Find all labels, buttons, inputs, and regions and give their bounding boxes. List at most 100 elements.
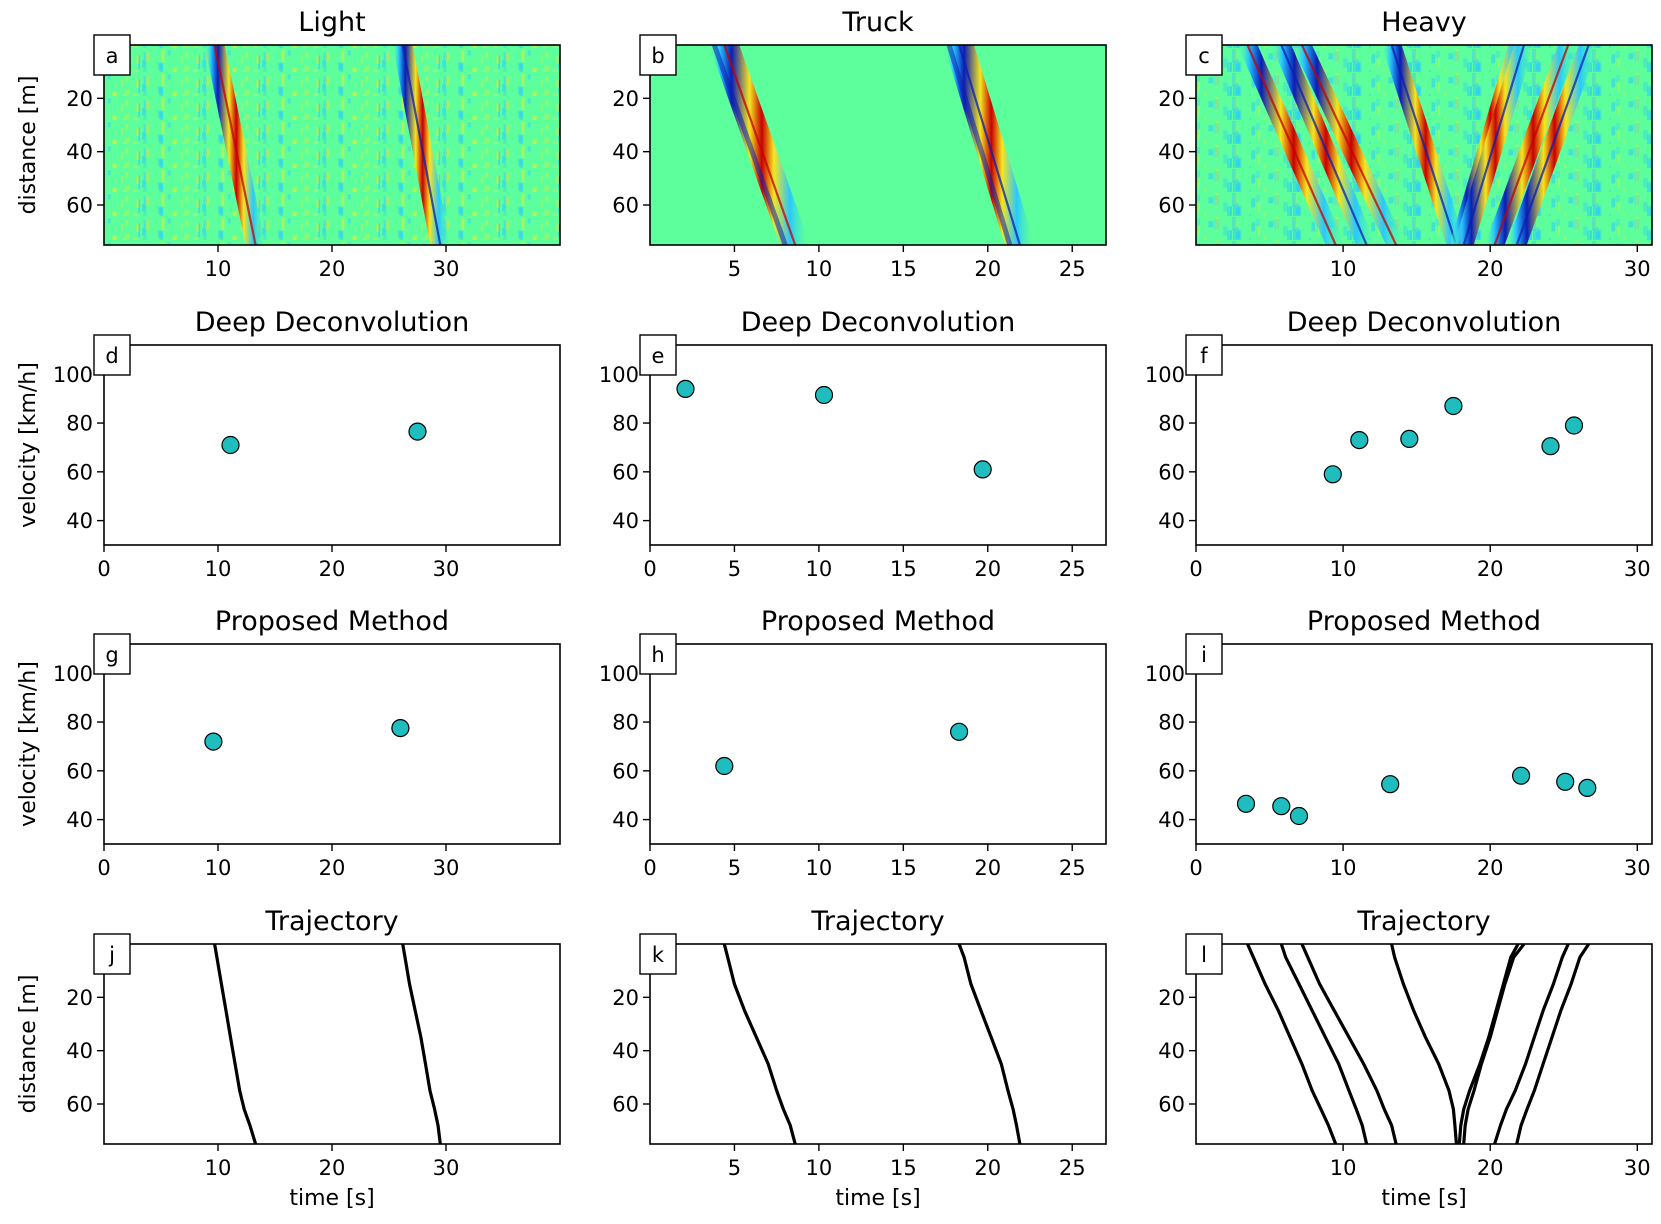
axes-frame: [1195, 643, 1653, 845]
wave-trough: [946, 45, 1013, 245]
y-tick-label: 40: [66, 140, 93, 164]
panel-letter: d: [105, 344, 118, 368]
x-axis-label: time [s]: [835, 1186, 920, 1211]
panel-title: Trajectory: [810, 906, 944, 937]
y-tick-label: 40: [612, 140, 639, 164]
panel-letter: e: [652, 344, 665, 368]
x-tick-label: 20: [974, 1156, 1001, 1180]
panel-letter-box: [639, 34, 677, 76]
heatmap-noise: [104, 45, 560, 245]
plot-area: [1196, 345, 1652, 545]
plot-area: [1196, 944, 1652, 1144]
panel-letter: a: [106, 44, 119, 68]
y-tick-label: 20: [66, 87, 93, 111]
x-axis-label: time [s]: [289, 1186, 374, 1211]
x-tick-label: 10: [1330, 257, 1357, 281]
panel-letter-box: [1185, 334, 1223, 376]
plot-area: [104, 644, 560, 844]
y-tick-label: 40: [612, 808, 639, 832]
panel-letter: f: [1200, 344, 1208, 368]
x-tick-label: 20: [974, 557, 1001, 581]
panel-title: Trajectory: [1356, 906, 1490, 937]
x-tick-label: 20: [319, 856, 346, 880]
panel-j: [93, 933, 561, 1151]
y-tick-label: 80: [66, 412, 93, 436]
y-tick-label: 20: [1158, 986, 1185, 1010]
y-axis-label: velocity [km/h]: [16, 362, 41, 528]
y-tick-label: 60: [612, 1093, 639, 1117]
x-tick-label: 20: [1477, 257, 1504, 281]
data-point: [1556, 772, 1575, 791]
data-point: [204, 732, 223, 751]
axes-frame: [649, 44, 1107, 246]
heatmap-image: [104, 45, 560, 245]
x-tick-label: 30: [433, 1156, 460, 1180]
x-tick-label: 5: [728, 257, 741, 281]
panel-letter-box: [93, 933, 131, 975]
x-tick-label: 20: [974, 257, 1001, 281]
y-tick-label: 20: [1158, 87, 1185, 111]
x-tick-label: 20: [1477, 856, 1504, 880]
wave-core: [1300, 45, 1398, 245]
x-tick-label: 0: [1189, 557, 1202, 581]
x-tick-label: 20: [1477, 1156, 1504, 1180]
y-axis-label: velocity [km/h]: [16, 661, 41, 827]
wave-core: [958, 45, 1021, 245]
x-tick-label: 20: [1477, 557, 1504, 581]
axes-frame: [1195, 44, 1653, 246]
x-tick-label: 10: [205, 257, 232, 281]
y-tick-label: 60: [66, 759, 93, 783]
wave-core: [1280, 45, 1368, 245]
panel-c: [1185, 34, 1653, 252]
data-point: [1272, 797, 1291, 816]
x-tick-label: 15: [890, 257, 917, 281]
x-tick-label: 10: [205, 856, 232, 880]
y-tick-label: 100: [53, 662, 93, 686]
plot-area: [650, 644, 1106, 844]
trajectory-line: [1300, 944, 1398, 1144]
y-tick-label: 40: [612, 509, 639, 533]
panel-letter-box: [93, 34, 131, 76]
axes-frame: [1195, 943, 1653, 1145]
trajectory-line: [213, 944, 258, 1144]
x-tick-label: 10: [1330, 1156, 1357, 1180]
panel-e: [639, 334, 1107, 552]
plot-area: [1196, 644, 1652, 844]
x-tick-label: 0: [97, 557, 110, 581]
x-tick-label: 0: [643, 557, 656, 581]
y-tick-label: 40: [66, 509, 93, 533]
y-tick-label: 80: [1158, 711, 1185, 735]
x-tick-label: 5: [728, 1156, 741, 1180]
panel-letter: c: [1198, 44, 1210, 68]
x-tick-label: 15: [890, 557, 917, 581]
panel-g: [93, 633, 561, 851]
y-tick-label: 40: [1158, 509, 1185, 533]
y-tick-label: 80: [66, 711, 93, 735]
y-tick-label: 20: [612, 87, 639, 111]
x-tick-label: 10: [1330, 557, 1357, 581]
data-point: [1564, 416, 1584, 435]
plot-area: [104, 345, 560, 545]
x-tick-label: 0: [1189, 856, 1202, 880]
heatmap-image: [1196, 45, 1652, 245]
trajectory-line: [1246, 944, 1338, 1144]
x-tick-label: 30: [1624, 557, 1651, 581]
trajectory-line: [401, 944, 442, 1144]
y-tick-label: 60: [66, 194, 93, 218]
wave-core: [213, 45, 257, 245]
y-tick-label: 100: [1145, 363, 1185, 387]
heatmap-background: [650, 45, 1106, 245]
trajectory-line: [957, 944, 1022, 1144]
panel-letter: g: [105, 643, 118, 667]
y-axis-label: distance [m]: [16, 975, 41, 1114]
panel-title: Deep Deconvolution: [741, 307, 1015, 338]
data-point: [949, 722, 969, 741]
wave-core: [1390, 45, 1458, 245]
x-tick-label: 20: [974, 856, 1001, 880]
y-tick-label: 40: [1158, 808, 1185, 832]
data-point: [1350, 431, 1369, 450]
panel-letter-box: [639, 334, 677, 376]
y-tick-label: 60: [1158, 194, 1185, 218]
y-tick-label: 60: [66, 1093, 93, 1117]
